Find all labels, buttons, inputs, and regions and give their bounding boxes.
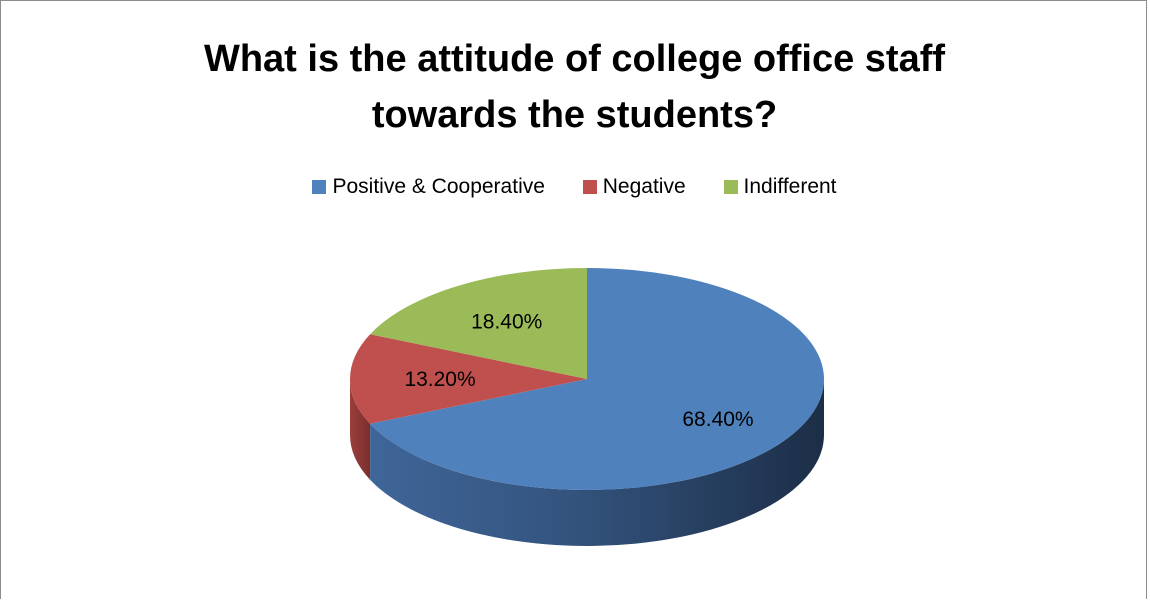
pie-top-faces <box>349 268 824 490</box>
legend-label-indifferent: Indifferent <box>743 175 837 199</box>
legend-label-negative: Negative <box>602 175 686 199</box>
chart-title: What is the attitude of college office s… <box>1 31 1148 143</box>
pie-data-labels: 68.40% 13.20% 18.40% <box>404 310 753 431</box>
pie-side-walls <box>350 379 824 546</box>
pie-side-positive <box>370 379 824 546</box>
legend-swatch-indifferent <box>723 180 738 195</box>
legend-label-positive: Positive & Cooperative <box>332 175 545 199</box>
pie-slice-positive <box>370 268 824 490</box>
legend-item-negative: Negative <box>582 175 686 199</box>
data-label-negative: 13.20% <box>404 368 475 391</box>
legend-item-indifferent: Indifferent <box>723 175 837 199</box>
data-label-positive: 68.40% <box>682 408 753 431</box>
chart-title-line-2: towards the students? <box>371 94 778 136</box>
pie-side-negative <box>350 379 371 480</box>
chart-title-line-1: What is the attitude of college office s… <box>203 38 946 80</box>
legend-item-positive: Positive & Cooperative <box>312 175 545 199</box>
legend-swatch-positive <box>312 180 327 195</box>
legend-swatch-negative <box>582 180 597 195</box>
pie-slice-indifferent <box>370 268 587 379</box>
chart-legend: Positive & Cooperative Negative Indiffer… <box>1 175 1148 199</box>
pie-slice-negative <box>349 334 587 424</box>
data-label-indifferent: 18.40% <box>471 310 542 333</box>
